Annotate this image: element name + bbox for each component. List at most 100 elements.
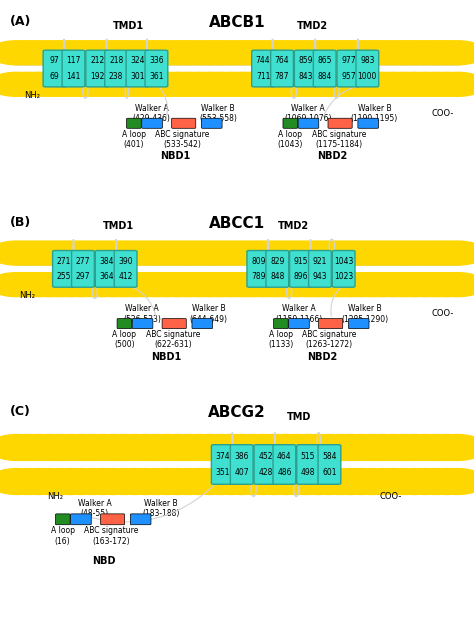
Text: 1000: 1000 bbox=[358, 72, 377, 81]
Circle shape bbox=[106, 241, 164, 265]
Circle shape bbox=[106, 41, 164, 64]
Circle shape bbox=[0, 241, 56, 265]
Circle shape bbox=[332, 469, 390, 495]
Circle shape bbox=[149, 469, 207, 495]
Circle shape bbox=[74, 41, 131, 64]
Text: 141: 141 bbox=[66, 72, 81, 81]
Circle shape bbox=[224, 73, 282, 96]
Text: 498: 498 bbox=[301, 468, 315, 478]
FancyBboxPatch shape bbox=[71, 514, 91, 525]
Circle shape bbox=[42, 273, 99, 297]
Circle shape bbox=[74, 273, 131, 297]
Circle shape bbox=[343, 241, 400, 265]
Text: 584: 584 bbox=[322, 451, 337, 461]
Text: 336: 336 bbox=[149, 56, 164, 65]
FancyBboxPatch shape bbox=[298, 118, 319, 128]
Circle shape bbox=[321, 434, 379, 460]
Circle shape bbox=[246, 73, 303, 96]
Circle shape bbox=[407, 241, 465, 265]
Text: Walker A
(1159-1166): Walker A (1159-1166) bbox=[275, 304, 322, 324]
Text: 843: 843 bbox=[299, 72, 313, 81]
Text: 915: 915 bbox=[294, 257, 308, 265]
Circle shape bbox=[128, 73, 185, 96]
Circle shape bbox=[246, 434, 303, 460]
Circle shape bbox=[321, 241, 379, 265]
Circle shape bbox=[128, 434, 185, 460]
Text: 921: 921 bbox=[313, 257, 327, 265]
Circle shape bbox=[20, 241, 78, 265]
Circle shape bbox=[181, 273, 239, 297]
Text: 486: 486 bbox=[277, 468, 292, 478]
Circle shape bbox=[214, 434, 271, 460]
Circle shape bbox=[278, 41, 336, 64]
Circle shape bbox=[181, 469, 239, 495]
Circle shape bbox=[95, 241, 153, 265]
Text: 601: 601 bbox=[322, 468, 337, 478]
Text: 301: 301 bbox=[130, 72, 145, 81]
Circle shape bbox=[353, 273, 411, 297]
Circle shape bbox=[385, 73, 443, 96]
Circle shape bbox=[310, 241, 368, 265]
Circle shape bbox=[332, 434, 390, 460]
Text: ABC signature
(622-631): ABC signature (622-631) bbox=[146, 330, 200, 349]
Circle shape bbox=[138, 241, 196, 265]
FancyBboxPatch shape bbox=[252, 50, 274, 87]
Text: (C): (C) bbox=[9, 405, 30, 418]
Circle shape bbox=[95, 469, 153, 495]
Text: 1023: 1023 bbox=[334, 272, 353, 281]
FancyBboxPatch shape bbox=[162, 319, 186, 329]
Circle shape bbox=[171, 469, 228, 495]
Text: 515: 515 bbox=[301, 451, 315, 461]
Circle shape bbox=[181, 241, 239, 265]
FancyBboxPatch shape bbox=[254, 444, 277, 485]
Circle shape bbox=[149, 241, 207, 265]
Circle shape bbox=[418, 469, 474, 495]
Text: 390: 390 bbox=[118, 257, 133, 265]
Circle shape bbox=[385, 434, 443, 460]
FancyBboxPatch shape bbox=[358, 118, 378, 128]
Circle shape bbox=[74, 73, 131, 96]
Circle shape bbox=[203, 41, 260, 64]
Text: NBD1: NBD1 bbox=[151, 352, 181, 362]
Circle shape bbox=[375, 469, 432, 495]
Circle shape bbox=[278, 241, 336, 265]
Circle shape bbox=[428, 273, 474, 297]
Text: 428: 428 bbox=[258, 468, 273, 478]
Circle shape bbox=[343, 41, 400, 64]
Text: 351: 351 bbox=[216, 468, 230, 478]
Circle shape bbox=[192, 273, 250, 297]
Circle shape bbox=[52, 434, 110, 460]
Circle shape bbox=[52, 241, 110, 265]
Circle shape bbox=[364, 241, 422, 265]
Circle shape bbox=[278, 73, 336, 96]
Circle shape bbox=[396, 469, 454, 495]
FancyBboxPatch shape bbox=[117, 319, 132, 329]
Circle shape bbox=[364, 41, 422, 64]
Circle shape bbox=[235, 73, 293, 96]
Circle shape bbox=[428, 73, 474, 96]
Circle shape bbox=[138, 73, 196, 96]
Text: A loop
(500): A loop (500) bbox=[112, 330, 136, 349]
Circle shape bbox=[289, 241, 346, 265]
Text: 386: 386 bbox=[235, 451, 249, 461]
Circle shape bbox=[0, 41, 46, 64]
FancyBboxPatch shape bbox=[348, 319, 369, 329]
Circle shape bbox=[343, 434, 400, 460]
FancyBboxPatch shape bbox=[289, 319, 309, 329]
Circle shape bbox=[396, 273, 454, 297]
Circle shape bbox=[385, 41, 443, 64]
Text: TMD2: TMD2 bbox=[297, 21, 328, 31]
Text: NH₂: NH₂ bbox=[19, 292, 35, 300]
Circle shape bbox=[84, 434, 142, 460]
Circle shape bbox=[353, 469, 411, 495]
Circle shape bbox=[95, 73, 153, 96]
Circle shape bbox=[106, 73, 164, 96]
Circle shape bbox=[300, 73, 357, 96]
Text: 384: 384 bbox=[100, 257, 114, 265]
FancyBboxPatch shape bbox=[337, 50, 360, 87]
FancyBboxPatch shape bbox=[309, 250, 331, 287]
Circle shape bbox=[160, 434, 218, 460]
Circle shape bbox=[310, 434, 368, 460]
Circle shape bbox=[74, 241, 131, 265]
Circle shape bbox=[31, 469, 89, 495]
